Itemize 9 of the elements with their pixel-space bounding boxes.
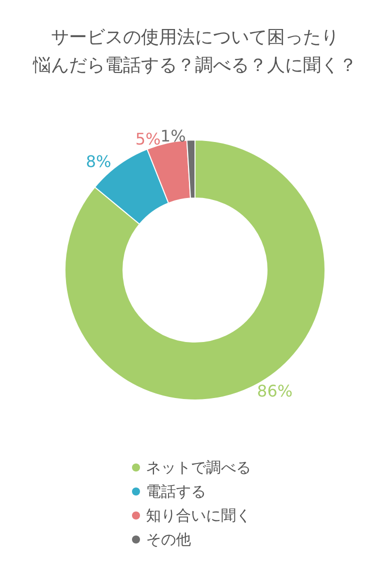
data-label: 1% (160, 126, 186, 146)
data-label: 8% (86, 152, 112, 172)
legend-label: ネットで調べる (146, 458, 251, 476)
chart-title: サービスの使用法について困ったり悩んだら電話する？調べる？人に聞く？ (33, 27, 357, 76)
data-label: 5% (135, 130, 161, 149)
data-label: 86% (257, 382, 293, 401)
legend-label: 電話する (146, 482, 206, 500)
legend-label: その他 (146, 530, 191, 548)
legend-label: 知り合いに聞く (146, 506, 251, 524)
